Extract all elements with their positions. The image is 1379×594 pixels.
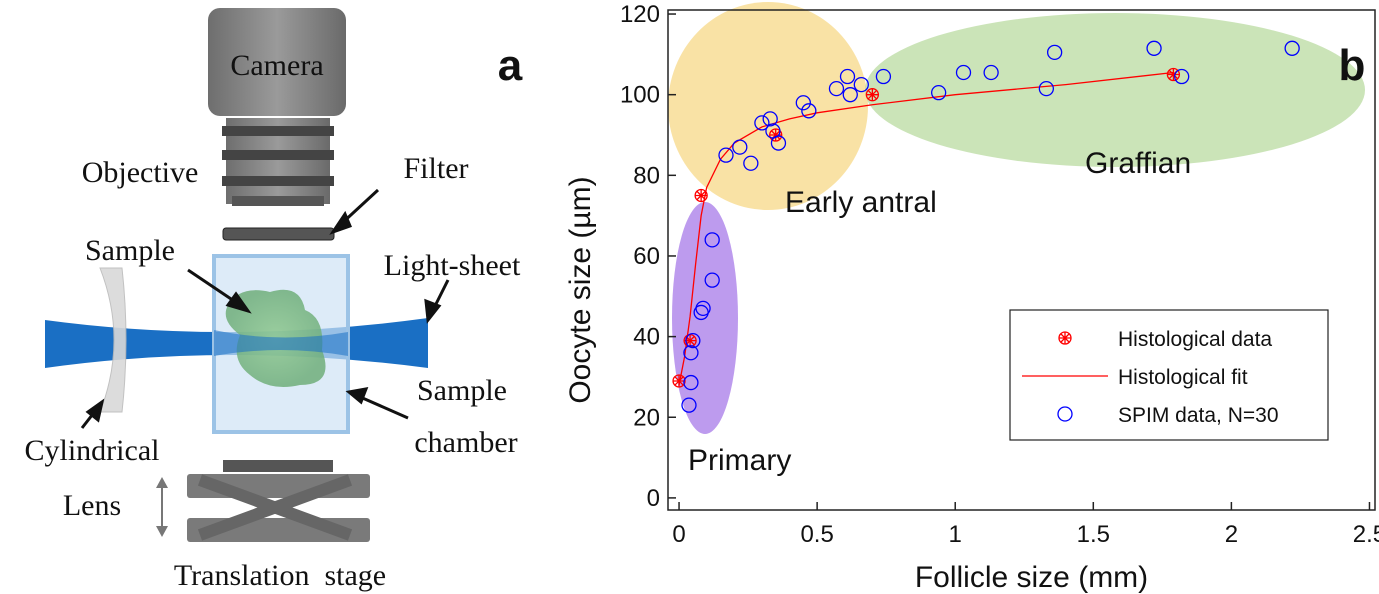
data-point	[770, 135, 787, 151]
y-tick-label: 100	[620, 82, 660, 109]
data-point	[801, 103, 817, 119]
y-tick-label: 120	[620, 1, 660, 28]
data-point	[672, 374, 686, 388]
marker-part	[684, 334, 697, 347]
data-point	[743, 155, 759, 171]
data-point	[1174, 68, 1190, 85]
data-point	[681, 397, 697, 413]
marker-part	[1059, 332, 1071, 344]
data-point	[1146, 40, 1162, 56]
legend-entry: Histological fit	[1118, 366, 1248, 389]
data-point	[842, 87, 858, 103]
filter	[222, 227, 335, 241]
label: Sample	[417, 374, 507, 407]
region-label: Graffian	[1085, 147, 1191, 180]
light-sheet-in-chamber	[214, 330, 348, 356]
data-point	[930, 85, 947, 101]
data-point	[1038, 80, 1055, 97]
data-point	[704, 232, 720, 248]
region-label: Early antral	[785, 186, 937, 219]
data-point	[1166, 67, 1181, 82]
label: Sample	[85, 234, 175, 267]
stage-arrow	[156, 477, 168, 537]
label: Objective	[82, 156, 199, 189]
chart: Primary Early antral Graffian 0 0.5 1 1.5 2 2.5 0…	[564, 1, 1379, 594]
legend-entry: Histological data	[1118, 328, 1272, 351]
region-label: Primary	[688, 444, 791, 477]
data-point	[694, 188, 708, 203]
data-point	[955, 64, 972, 81]
x-tick-label: 2.5	[1353, 521, 1379, 548]
x-axis-label: Follicle size (mm)	[915, 561, 1148, 594]
x-tick-label: 1.5	[1077, 521, 1110, 548]
objective-ring	[222, 150, 334, 160]
legend-swatch	[1058, 331, 1072, 345]
panel-label: a	[498, 41, 523, 90]
data-point	[754, 115, 770, 131]
legend-entry: SPIM data, N=30	[1118, 404, 1279, 427]
data-point	[1046, 44, 1063, 60]
camera	[208, 8, 346, 116]
panel-label: b	[1339, 41, 1366, 90]
stage-scissor	[197, 474, 353, 541]
data-point	[695, 300, 711, 317]
cylindrical-lens	[99, 267, 127, 413]
data-point	[1284, 40, 1300, 56]
y-tick-label: 20	[633, 404, 660, 431]
data-point	[983, 64, 999, 81]
label: Filter	[404, 152, 469, 185]
marker-part	[866, 88, 879, 101]
label: Cylindrical	[25, 434, 160, 467]
data-point	[795, 95, 811, 111]
data-point	[865, 88, 880, 102]
legend-swatch	[1057, 406, 1073, 422]
plot-frame	[667, 9, 1376, 511]
pointer-arrows	[80, 188, 450, 429]
x-tick-label: 1	[949, 521, 962, 548]
y-tick-label: 80	[633, 162, 660, 189]
marker-part	[673, 374, 686, 387]
diagram: Camera Objective Filter Sample Light-she…	[25, 8, 523, 592]
y-tick-label: 0	[647, 485, 660, 512]
data-point	[683, 374, 699, 391]
x-tick-label: 2	[1225, 521, 1238, 548]
marker-part	[695, 189, 708, 202]
stage-top	[223, 460, 333, 472]
x-tick-label: 0.5	[800, 521, 833, 548]
label: Light-sheet	[384, 249, 521, 282]
objective-ring	[222, 126, 334, 136]
label: chamber	[414, 426, 517, 459]
data-point	[875, 68, 892, 85]
marker-part	[1167, 68, 1180, 81]
label: Camera	[230, 49, 323, 82]
data-point	[704, 272, 720, 288]
data-point	[732, 139, 748, 155]
region	[865, 13, 1365, 167]
data-point	[762, 111, 778, 127]
y-tick-label: 40	[633, 324, 660, 351]
y-axis-label: Oocyte size (µm)	[564, 176, 597, 403]
objective-ring	[232, 196, 324, 206]
label: Translation stage	[174, 559, 386, 592]
data-point	[839, 68, 856, 85]
data-point	[853, 76, 869, 93]
data-point	[828, 80, 845, 97]
x-tick-label: 0	[672, 521, 685, 548]
label: Lens	[63, 489, 121, 522]
objective-ring	[222, 176, 334, 186]
data-point	[769, 128, 783, 142]
data-point	[718, 147, 734, 163]
marker-part	[769, 129, 782, 141]
region	[668, 2, 868, 210]
data-point	[683, 345, 699, 361]
data-point	[685, 332, 701, 349]
y-tick-label: 60	[633, 243, 660, 270]
